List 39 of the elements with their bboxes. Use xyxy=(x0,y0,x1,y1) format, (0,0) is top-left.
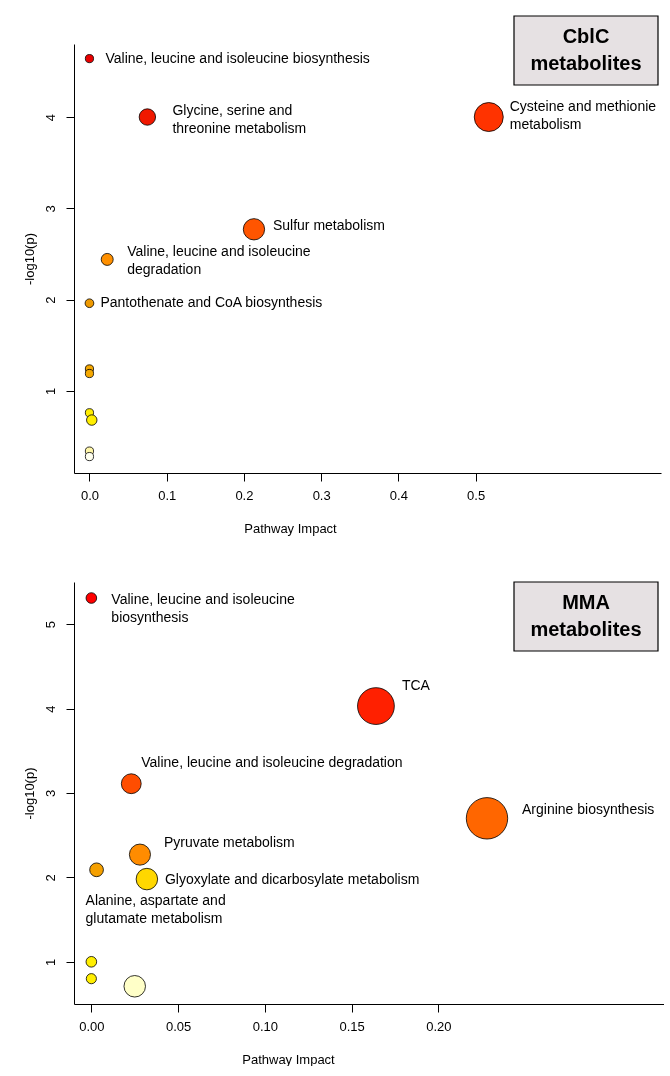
x-tick-label: 0.15 xyxy=(339,1018,365,1034)
x-tick-label: 0.1 xyxy=(158,487,177,503)
annotation: TCA xyxy=(401,677,431,694)
y-tick-label: 2 xyxy=(42,874,58,882)
x-tick-label: 0.20 xyxy=(426,1018,452,1034)
x-tick-label: 0.0 xyxy=(80,487,99,503)
x-tick-label: 0.05 xyxy=(165,1018,192,1034)
x-axis-title: Pathway Impact xyxy=(242,1051,336,1067)
annotation: Valine, leucine and isoleucine biosynthesis xyxy=(105,49,370,66)
y-axis-title: -log10(p) xyxy=(21,232,37,286)
annotation: Arginine biosynthesis xyxy=(522,801,655,818)
y-tick-label: 4 xyxy=(42,705,58,713)
y-tick-label: 4 xyxy=(42,113,58,122)
y-tick-label: 1 xyxy=(42,387,58,395)
x-tick-label: 0.2 xyxy=(235,487,254,503)
annotation: Valine, leucine and isoleucine biosynthesis xyxy=(111,591,295,626)
x-axis-title: Pathway Impact xyxy=(244,520,338,536)
chart-title: CblC metabolites xyxy=(530,25,642,74)
annotation: Pantothenate and CoA biosynthesis xyxy=(100,294,323,311)
annotation: Valine, leucine and isoleucine degradation xyxy=(141,753,403,770)
x-tick-label: 0.3 xyxy=(312,487,331,503)
x-tick-label: 0.00 xyxy=(79,1018,105,1034)
annotation: Cysteine and methionie metabolism xyxy=(509,98,657,133)
annotation: Alanine, aspartate and glutamate metabolism xyxy=(85,891,226,926)
annotation: Sulfur metabolism xyxy=(272,217,386,234)
y-tick-label: 1 xyxy=(42,958,58,966)
y-tick-label: 3 xyxy=(42,789,58,798)
y-tick-label: 2 xyxy=(42,296,58,304)
x-tick-label: 0.5 xyxy=(467,487,486,503)
y-tick-label: 5 xyxy=(42,621,58,629)
annotation: Glycine, serine and threonine metabolism xyxy=(172,102,307,137)
annotation: Valine, leucine and isoleucine degradation xyxy=(127,243,311,278)
y-tick-label: 3 xyxy=(42,205,58,213)
x-tick-label: 0.10 xyxy=(252,1018,279,1034)
x-tick-label: 0.4 xyxy=(389,487,408,503)
annotation: Glyoxylate and dicarbosylate metabolism xyxy=(164,871,420,888)
annotation: Pyruvate metabolism xyxy=(163,833,295,850)
text: MMA metabolites xyxy=(530,591,642,640)
y-axis-title: -log10(p) xyxy=(21,767,37,820)
